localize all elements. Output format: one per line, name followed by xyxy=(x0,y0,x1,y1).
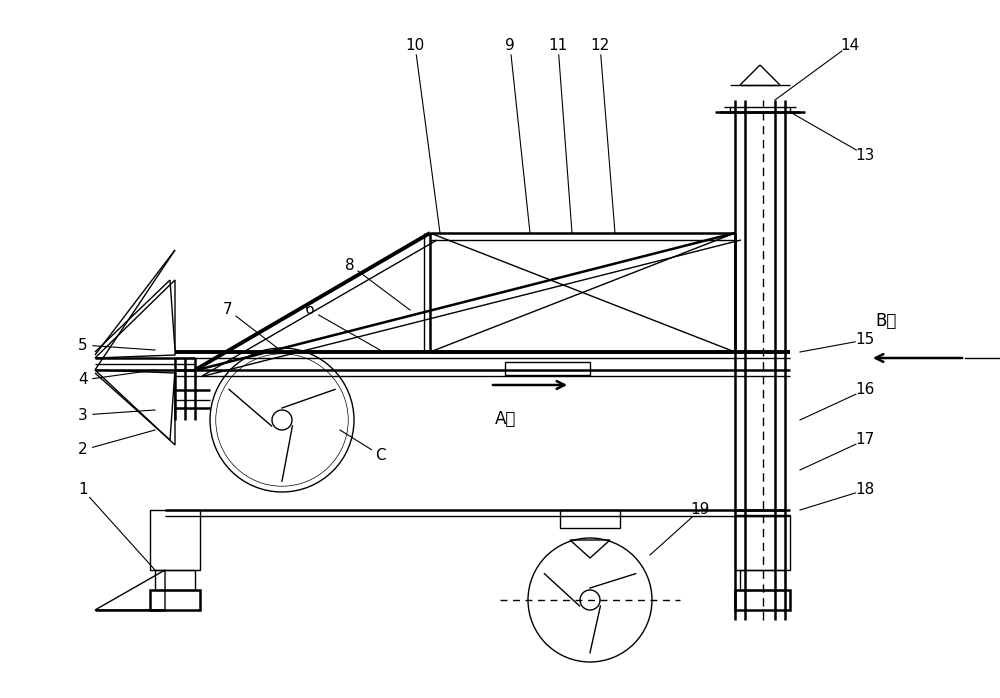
Text: 6: 6 xyxy=(305,302,315,318)
Bar xyxy=(560,510,620,528)
Text: 18: 18 xyxy=(855,482,875,498)
Text: 5: 5 xyxy=(78,338,88,352)
Bar xyxy=(150,590,200,610)
Text: 7: 7 xyxy=(223,302,233,318)
Bar xyxy=(505,362,590,375)
Text: 16: 16 xyxy=(855,383,875,397)
Text: 1: 1 xyxy=(78,482,88,498)
Text: 14: 14 xyxy=(840,38,860,52)
Text: 8: 8 xyxy=(345,258,355,272)
Text: 3: 3 xyxy=(78,408,88,422)
Text: 19: 19 xyxy=(690,503,710,517)
Text: 17: 17 xyxy=(855,433,875,447)
Text: B向: B向 xyxy=(875,312,896,330)
Text: 13: 13 xyxy=(855,147,875,163)
Bar xyxy=(155,570,195,590)
Bar xyxy=(735,515,790,570)
Text: 9: 9 xyxy=(505,38,515,52)
Text: 10: 10 xyxy=(405,38,425,52)
Text: A向: A向 xyxy=(495,410,516,428)
Bar xyxy=(740,570,785,590)
Text: 2: 2 xyxy=(78,443,88,457)
Text: 15: 15 xyxy=(855,332,875,348)
Text: 4: 4 xyxy=(78,373,88,387)
Bar xyxy=(150,510,200,570)
Bar xyxy=(735,590,790,610)
Text: C: C xyxy=(375,447,385,463)
Text: 12: 12 xyxy=(590,38,610,52)
Text: 11: 11 xyxy=(548,38,568,52)
